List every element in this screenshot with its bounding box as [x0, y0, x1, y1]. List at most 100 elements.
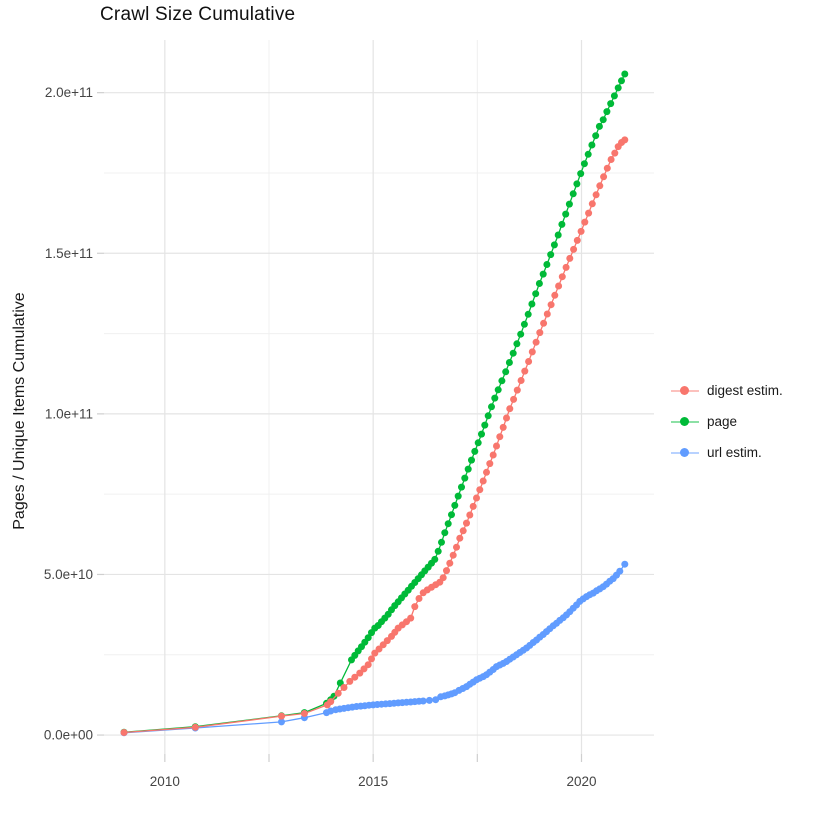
x-tick-label: 2010: [150, 774, 180, 789]
data-point: [478, 430, 485, 438]
data-point: [446, 559, 454, 567]
data-point: [502, 368, 510, 376]
chart-title: Crawl Size Cumulative: [100, 4, 296, 25]
gridlines-minor: [104, 40, 654, 754]
data-point: [581, 218, 589, 226]
data-point: [364, 661, 372, 669]
data-point: [621, 136, 629, 144]
data-point: [517, 330, 525, 338]
data-point: [577, 170, 585, 178]
series-layer: [120, 70, 629, 737]
data-point: [547, 251, 555, 259]
data-point: [506, 405, 514, 413]
data-point: [461, 474, 469, 482]
data-point: [469, 502, 477, 510]
data-point: [616, 567, 624, 575]
data-point: [580, 160, 588, 168]
data-point: [573, 180, 581, 188]
legend-item-label: page: [707, 414, 738, 429]
data-point: [368, 655, 375, 663]
legend-item-label: url estim.: [707, 445, 762, 460]
data-point: [569, 190, 577, 198]
data-point: [535, 280, 543, 287]
data-point: [415, 595, 423, 602]
legend-item-label: digest estim.: [707, 383, 783, 398]
data-point: [483, 468, 490, 476]
data-point: [488, 403, 495, 411]
data-point: [570, 245, 578, 253]
data-point: [434, 547, 442, 555]
data-point: [454, 492, 462, 500]
data-point: [562, 263, 570, 271]
data-point: [540, 319, 548, 327]
data-point: [558, 273, 566, 281]
data-point: [468, 456, 475, 464]
data-point: [496, 433, 504, 441]
data-point: [543, 310, 551, 318]
data-point: [566, 254, 574, 262]
data-point: [513, 340, 521, 348]
data-point: [443, 567, 450, 575]
data-point: [494, 386, 502, 394]
data-point: [456, 534, 464, 542]
data-point: [588, 141, 596, 149]
x-tick-label: 2015: [358, 774, 388, 789]
data-point: [525, 358, 533, 365]
data-point: [471, 447, 479, 455]
series-digest-estim-line: [123, 139, 626, 734]
data-point: [463, 519, 470, 527]
gridlines-major: [104, 40, 654, 754]
legend-key-dot: [680, 386, 689, 395]
data-point: [466, 511, 474, 519]
data-point: [528, 300, 536, 308]
data-point: [532, 338, 540, 346]
axis-tick-labels: 2010 2015 2020 0.0e+00 5.0e+10 1.0e+11 1.5e+11…: [44, 85, 597, 789]
data-point: [554, 231, 562, 239]
data-point: [510, 395, 518, 403]
data-point: [503, 414, 510, 422]
data-point: [476, 486, 484, 494]
data-point: [558, 220, 566, 228]
data-point: [550, 241, 558, 249]
data-point: [577, 227, 585, 235]
data-point: [592, 191, 600, 199]
data-point: [584, 150, 592, 158]
data-point: [448, 511, 455, 519]
y-tick-label: 2.0e+11: [45, 85, 93, 100]
data-point: [425, 696, 433, 704]
legend-item-digest-estim: digest estim.: [670, 382, 783, 399]
data-point: [555, 282, 563, 290]
data-point: [407, 614, 415, 622]
data-point: [603, 164, 611, 172]
data-point: [592, 132, 600, 140]
data-point: [191, 723, 199, 731]
data-point: [543, 261, 551, 268]
data-point: [520, 320, 528, 328]
data-point: [419, 697, 427, 705]
data-point: [565, 200, 573, 208]
x-tick-label: 2020: [566, 774, 596, 789]
data-point: [547, 301, 555, 309]
data-point: [588, 200, 596, 208]
data-point: [614, 84, 622, 92]
legend-key-icon: [670, 413, 700, 430]
data-point: [458, 483, 465, 491]
data-point: [524, 310, 532, 318]
data-point: [551, 291, 559, 299]
data-point: [599, 116, 607, 124]
data-point: [562, 210, 570, 218]
data-point: [499, 423, 507, 431]
legend-item-page: page: [670, 413, 783, 430]
data-point: [621, 560, 629, 568]
data-point: [585, 209, 593, 217]
data-point: [346, 677, 354, 685]
data-point: [340, 684, 348, 691]
data-point: [621, 70, 629, 78]
data-point: [300, 710, 308, 717]
legend: digest estim. page url estim.: [670, 382, 783, 475]
data-point: [334, 689, 342, 697]
data-point: [532, 290, 540, 298]
data-point: [521, 367, 529, 375]
